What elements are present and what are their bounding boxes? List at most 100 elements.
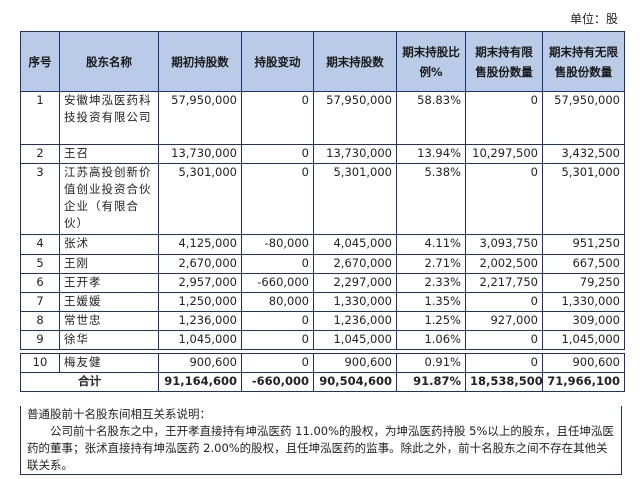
row-begin-shares: 1,045,000 <box>158 330 242 350</box>
row-end-shares: 1,236,000 <box>313 311 397 331</box>
header-end-percent: 期末持股比例% <box>396 31 466 92</box>
row-end-shares: 1,330,000 <box>313 292 397 312</box>
row-end-percent: 58.83% <box>396 91 466 145</box>
row-begin-shares: 57,950,000 <box>158 91 242 145</box>
table-row: 9 徐华 1,045,000 0 1,045,000 1.06% 0 1,045,000 <box>20 330 625 350</box>
table-header-row: 序号 股东名称 期初持股数 持股变动 期末持股数 期末持股比例% 期末持有限售股… <box>20 31 625 92</box>
row-restricted: 2,217,750 <box>465 273 543 293</box>
total-row: 合计 91,164,600 -660,000 90,504,600 91.87% 18,5… <box>20 372 625 392</box>
note-body: 公司前十名股东之中，王开孝直接持有坤泓医药 11.00%的股权，为坤泓医药持股 … <box>27 424 614 472</box>
row-unrestricted: 1,330,000 <box>542 292 625 312</box>
row-name: 王媛媛 <box>59 292 159 312</box>
total-begin-shares: 91,164,600 <box>158 372 242 392</box>
row-end-percent: 1.06% <box>396 330 466 350</box>
header-restricted: 期末持有限售股份数量 <box>465 31 543 92</box>
row-name: 王召 <box>59 144 159 164</box>
total-unrestricted: 71,966,100 <box>542 372 625 392</box>
row-begin-shares: 2,670,000 <box>158 254 242 274</box>
row-change: 0 <box>241 330 314 350</box>
total-change: -660,000 <box>241 372 314 392</box>
row-begin-shares: 900,600 <box>158 353 242 373</box>
row-name: 安徽坤泓医药科技投资有限公司 <box>59 91 159 145</box>
total-end-shares: 90,504,600 <box>313 372 397 392</box>
row-change: -660,000 <box>241 273 314 293</box>
row-end-percent: 1.35% <box>396 292 466 312</box>
header-index: 序号 <box>20 31 60 92</box>
row-restricted: 0 <box>465 330 543 350</box>
unit-label: 单位：股 <box>569 12 618 26</box>
row-end-shares: 57,950,000 <box>313 91 397 145</box>
header-unrestricted: 期末持有无限售股份数量 <box>542 31 625 92</box>
row-unrestricted: 309,000 <box>542 311 625 331</box>
row-unrestricted: 900,600 <box>542 353 625 373</box>
row-change: 0 <box>241 353 314 373</box>
row-end-shares: 5,301,000 <box>313 163 397 235</box>
table-row: 5 王刚 2,670,000 0 2,670,000 2.71% 2,002,500 667,… <box>20 254 625 274</box>
row-index: 4 <box>20 234 60 255</box>
table-row: 2 王召 13,730,000 0 13,730,000 13.94% 10,297,500… <box>20 144 625 164</box>
row-restricted: 927,000 <box>465 311 543 331</box>
row-end-shares: 900,600 <box>313 353 397 373</box>
row-end-percent: 5.38% <box>396 163 466 235</box>
total-label: 合计 <box>20 372 159 392</box>
row-restricted: 10,297,500 <box>465 144 543 164</box>
row-index: 1 <box>20 91 60 145</box>
row-index: 6 <box>20 273 60 293</box>
row-begin-shares: 4,125,000 <box>158 234 242 255</box>
table-row: 6 王开孝 2,957,000 -660,000 2,297,000 2.33% 2,217… <box>20 273 625 293</box>
table-row: 1 安徽坤泓医药科技投资有限公司 57,950,000 0 57,950,000 58.8… <box>20 91 625 145</box>
row-restricted: 2,002,500 <box>465 254 543 274</box>
row-index: 9 <box>20 330 60 350</box>
row-unrestricted: 5,301,000 <box>542 163 625 235</box>
shareholders-table: 序号 股东名称 期初持股数 持股变动 期末持股数 期末持股比例% 期末持有限售股… <box>20 31 625 392</box>
table-row: 3 江苏高投创新价值创业投资合伙企业（有限合伙） 5,301,000 0 5,301,0… <box>20 163 625 235</box>
table-row: 7 王媛媛 1,250,000 80,000 1,330,000 1.35% 0 1,330,… <box>20 292 625 312</box>
row-name: 王刚 <box>59 254 159 274</box>
row-index: 5 <box>20 254 60 274</box>
table-row: 4 张沭 4,125,000 -80,000 4,045,000 4.11% 3,093,7… <box>20 234 625 255</box>
row-name: 常世忠 <box>59 311 159 331</box>
row-name: 江苏高投创新价值创业投资合伙企业（有限合伙） <box>59 163 159 235</box>
header-begin-shares: 期初持股数 <box>158 31 242 92</box>
row-end-percent: 1.25% <box>396 311 466 331</box>
row-change: 0 <box>241 163 314 235</box>
row-unrestricted: 667,500 <box>542 254 625 274</box>
row-end-percent: 13.94% <box>396 144 466 164</box>
row-restricted: 0 <box>465 91 543 145</box>
total-end-percent: 91.87% <box>396 372 466 392</box>
total-restricted: 18,538,500 <box>465 372 543 392</box>
row-change: 0 <box>241 144 314 164</box>
row-name: 张沭 <box>59 234 159 255</box>
row-unrestricted: 951,250 <box>542 234 625 255</box>
header-change: 持股变动 <box>241 31 314 92</box>
row-begin-shares: 1,250,000 <box>158 292 242 312</box>
header-end-shares: 期末持股数 <box>313 31 397 92</box>
row-end-shares: 2,670,000 <box>313 254 397 274</box>
row-begin-shares: 1,236,000 <box>158 311 242 331</box>
table-row: 8 常世忠 1,236,000 0 1,236,000 1.25% 927,000 309,0… <box>20 311 625 331</box>
row-end-percent: 2.71% <box>396 254 466 274</box>
row-change: 0 <box>241 91 314 145</box>
row-restricted: 0 <box>465 353 543 373</box>
row-end-percent: 0.91% <box>396 353 466 373</box>
row-unrestricted: 57,950,000 <box>542 91 625 145</box>
table-row: 10 梅友健 900,600 0 900,600 0.91% 0 900,600 <box>20 353 625 373</box>
row-index: 10 <box>20 353 60 373</box>
row-unrestricted: 3,432,500 <box>542 144 625 164</box>
relationship-note: 普通股前十名股东间相互关系说明： 公司前十名股东之中，王开孝直接持有坤泓医药 1… <box>20 406 622 475</box>
row-begin-shares: 2,957,000 <box>158 273 242 293</box>
row-change: -80,000 <box>241 234 314 255</box>
row-end-percent: 4.11% <box>396 234 466 255</box>
row-index: 8 <box>20 311 60 331</box>
row-name: 王开孝 <box>59 273 159 293</box>
note-title: 普通股前十名股东间相互关系说明： <box>27 407 211 421</box>
row-end-shares: 13,730,000 <box>313 144 397 164</box>
row-index: 2 <box>20 144 60 164</box>
row-restricted: 3,093,750 <box>465 234 543 255</box>
row-begin-shares: 5,301,000 <box>158 163 242 235</box>
row-unrestricted: 1,045,000 <box>542 330 625 350</box>
row-change: 80,000 <box>241 292 314 312</box>
row-begin-shares: 13,730,000 <box>158 144 242 164</box>
row-end-shares: 2,297,000 <box>313 273 397 293</box>
row-end-percent: 2.33% <box>396 273 466 293</box>
